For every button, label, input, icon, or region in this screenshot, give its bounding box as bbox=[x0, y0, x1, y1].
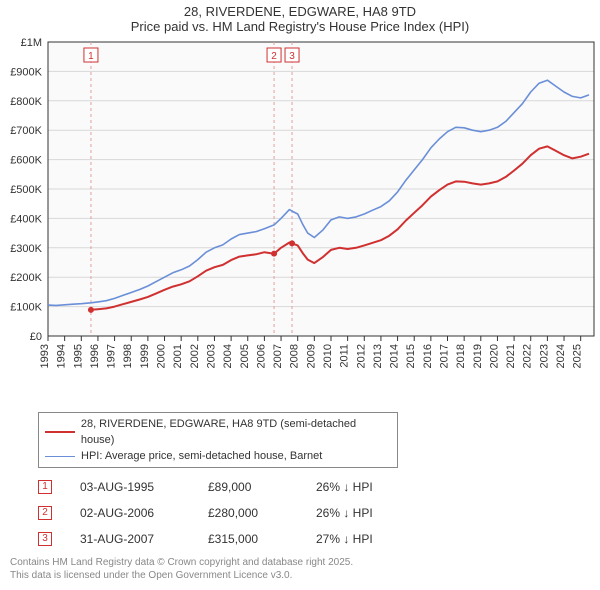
marker-date: 31-AUG-2007 bbox=[80, 526, 180, 552]
attribution: Contains HM Land Registry data © Crown c… bbox=[10, 556, 590, 582]
title-line2: Price paid vs. HM Land Registry's House … bbox=[0, 19, 600, 34]
svg-text:2019: 2019 bbox=[472, 344, 484, 368]
svg-text:2025: 2025 bbox=[572, 344, 584, 368]
marker-date: 02-AUG-2006 bbox=[80, 500, 180, 526]
marker-price: £280,000 bbox=[208, 500, 288, 526]
marker-number: 3 bbox=[38, 532, 52, 546]
svg-text:2007: 2007 bbox=[272, 344, 284, 368]
svg-text:£500K: £500K bbox=[10, 184, 42, 196]
title-line1: 28, RIVERDENE, EDGWARE, HA8 9TD bbox=[0, 4, 600, 19]
chart-svg: £0 £100K £200K £300K £400K £500K £600K £700K £80… bbox=[0, 36, 600, 406]
chart-title: 28, RIVERDENE, EDGWARE, HA8 9TD Price pa… bbox=[0, 0, 600, 36]
marker-date: 03-AUG-1995 bbox=[80, 474, 180, 500]
marker-number: 2 bbox=[38, 506, 52, 520]
svg-text:£800K: £800K bbox=[10, 96, 42, 108]
marker-delta: 27% ↓ HPI bbox=[316, 526, 406, 552]
marker-row: 3 31-AUG-2007 £315,000 27% ↓ HPI bbox=[38, 526, 590, 552]
svg-text:2004: 2004 bbox=[222, 344, 234, 368]
svg-text:£0: £0 bbox=[30, 331, 42, 343]
svg-text:£600K: £600K bbox=[10, 155, 42, 167]
svg-text:1996: 1996 bbox=[89, 344, 101, 368]
svg-text:2006: 2006 bbox=[255, 344, 267, 368]
marker-price: £315,000 bbox=[208, 526, 288, 552]
svg-text:1997: 1997 bbox=[106, 344, 118, 368]
svg-text:2: 2 bbox=[271, 51, 277, 62]
svg-text:2001: 2001 bbox=[172, 344, 184, 368]
legend-swatch-hpi bbox=[45, 456, 75, 457]
svg-text:2017: 2017 bbox=[439, 344, 451, 368]
svg-text:2023: 2023 bbox=[538, 344, 550, 368]
svg-text:1: 1 bbox=[88, 51, 94, 62]
attribution-line1: Contains HM Land Registry data © Crown c… bbox=[10, 556, 590, 569]
marker-price: £89,000 bbox=[208, 474, 288, 500]
chart-area: £0 £100K £200K £300K £400K £500K £600K £700K £80… bbox=[0, 36, 600, 406]
legend-label: HPI: Average price, semi-detached house,… bbox=[81, 448, 322, 464]
svg-text:£1M: £1M bbox=[21, 37, 42, 49]
marker-row: 2 02-AUG-2006 £280,000 26% ↓ HPI bbox=[38, 500, 590, 526]
marker-table: 1 03-AUG-1995 £89,000 26% ↓ HPI 2 02-AUG… bbox=[38, 474, 590, 552]
svg-text:£200K: £200K bbox=[10, 272, 42, 284]
svg-text:2018: 2018 bbox=[455, 344, 467, 368]
svg-text:2014: 2014 bbox=[389, 344, 401, 368]
attribution-line2: This data is licensed under the Open Gov… bbox=[10, 569, 590, 582]
svg-text:1999: 1999 bbox=[139, 344, 151, 368]
marker-row: 1 03-AUG-1995 £89,000 26% ↓ HPI bbox=[38, 474, 590, 500]
marker-number: 1 bbox=[38, 480, 52, 494]
legend-swatch-price-paid bbox=[45, 431, 75, 433]
svg-text:2020: 2020 bbox=[488, 344, 500, 368]
svg-text:2012: 2012 bbox=[355, 344, 367, 368]
svg-text:£100K: £100K bbox=[10, 302, 42, 314]
svg-text:2002: 2002 bbox=[189, 344, 201, 368]
svg-text:2003: 2003 bbox=[205, 344, 217, 368]
svg-text:£900K: £900K bbox=[10, 66, 42, 78]
marker-delta: 26% ↓ HPI bbox=[316, 474, 406, 500]
svg-text:2021: 2021 bbox=[505, 344, 517, 368]
svg-text:2009: 2009 bbox=[305, 344, 317, 368]
svg-text:2013: 2013 bbox=[372, 344, 384, 368]
marker-delta: 26% ↓ HPI bbox=[316, 500, 406, 526]
svg-text:2015: 2015 bbox=[405, 344, 417, 368]
svg-text:2008: 2008 bbox=[289, 344, 301, 368]
svg-text:2024: 2024 bbox=[555, 344, 567, 368]
legend-item-price-paid: 28, RIVERDENE, EDGWARE, HA8 9TD (semi-de… bbox=[45, 416, 391, 448]
svg-text:2000: 2000 bbox=[156, 344, 168, 368]
svg-text:3: 3 bbox=[289, 51, 295, 62]
svg-text:£700K: £700K bbox=[10, 125, 42, 137]
svg-text:1993: 1993 bbox=[39, 344, 51, 368]
legend-label: 28, RIVERDENE, EDGWARE, HA8 9TD (semi-de… bbox=[81, 416, 391, 448]
svg-text:2011: 2011 bbox=[339, 344, 351, 368]
svg-text:£300K: £300K bbox=[10, 243, 42, 255]
legend-item-hpi: HPI: Average price, semi-detached house,… bbox=[45, 448, 391, 464]
svg-text:2022: 2022 bbox=[522, 344, 534, 368]
legend: 28, RIVERDENE, EDGWARE, HA8 9TD (semi-de… bbox=[38, 412, 398, 468]
svg-text:1995: 1995 bbox=[72, 344, 84, 368]
svg-text:£400K: £400K bbox=[10, 213, 42, 225]
svg-text:1998: 1998 bbox=[122, 344, 134, 368]
svg-text:1994: 1994 bbox=[56, 344, 68, 368]
svg-text:2005: 2005 bbox=[239, 344, 251, 368]
svg-text:2010: 2010 bbox=[322, 344, 334, 368]
svg-text:2016: 2016 bbox=[422, 344, 434, 368]
